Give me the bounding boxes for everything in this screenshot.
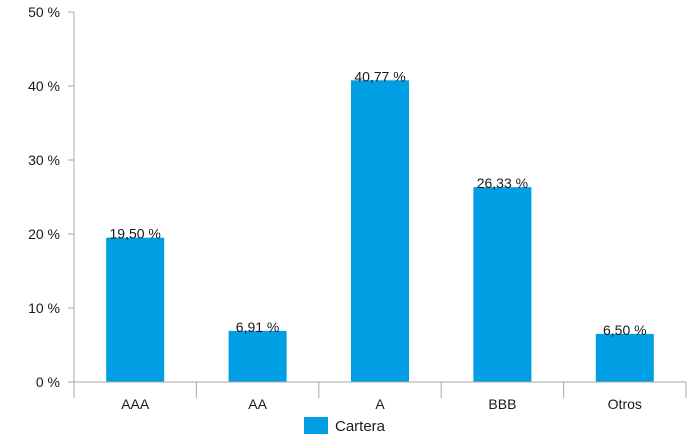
data-label-otros: 6,50 %	[603, 322, 647, 338]
x-tick-label-otros: Otros	[608, 396, 642, 412]
y-tick-label: 40 %	[28, 78, 60, 94]
data-label-a: 40,77 %	[354, 68, 405, 84]
data-labels: 19,50 % 6,91 % 40,77 % 26,33 % 6,50 %	[110, 68, 647, 338]
bar-bbb	[473, 187, 532, 382]
data-label-aaa: 19,50 %	[110, 226, 161, 242]
bars	[106, 80, 654, 382]
y-tick-label: 30 %	[28, 152, 60, 168]
x-tick-label-aa: AA	[248, 396, 267, 412]
y-tick-label: 10 %	[28, 300, 60, 316]
bar-a	[351, 80, 409, 382]
legend: Cartera	[304, 417, 386, 435]
x-tick-label-bbb: BBB	[488, 396, 516, 412]
legend-label-cartera: Cartera	[335, 418, 386, 435]
bar-aa	[228, 330, 287, 382]
x-tick-label-a: A	[375, 396, 385, 412]
data-label-aa: 6,91 %	[236, 319, 280, 335]
y-tick-label: 50 %	[28, 4, 60, 20]
bar-aaa	[106, 237, 165, 382]
y-tick-label: 20 %	[28, 226, 60, 242]
x-tick-label-aaa: AAA	[121, 396, 150, 412]
data-label-bbb: 26,33 %	[477, 175, 528, 191]
bar-otros	[595, 333, 654, 382]
x-axis: AAA AA A BBB Otros	[73, 381, 687, 412]
y-axis: 0 % 10 % 20 % 30 % 40 % 50 %	[28, 4, 75, 390]
legend-swatch-cartera	[304, 417, 328, 434]
y-tick-label: 0 %	[36, 374, 60, 390]
